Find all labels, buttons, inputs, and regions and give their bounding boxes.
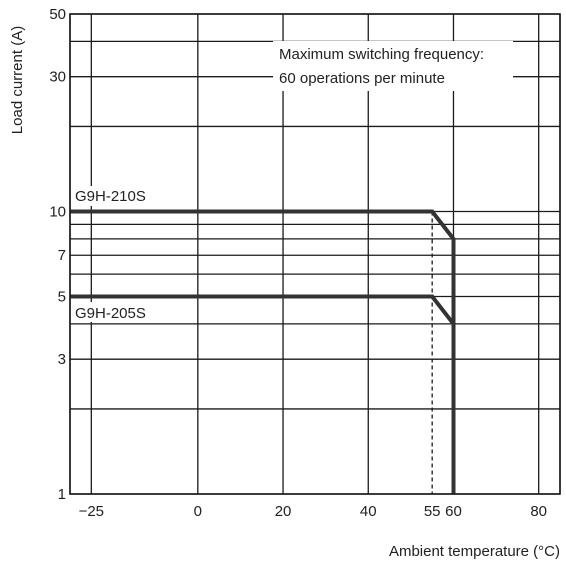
x-tick-label-80: 80 bbox=[530, 503, 547, 520]
series-label-g9h-205s: G9H-205S bbox=[75, 305, 146, 322]
series-labels: G9H-210S G9H-205S bbox=[72, 186, 178, 322]
x-tick-label-20: 20 bbox=[275, 503, 292, 520]
series-line-g9h-205s bbox=[70, 294, 456, 494]
plot-border bbox=[69, 13, 561, 495]
series-label-bg-1 bbox=[72, 302, 178, 322]
y-tick-label-10: 10 bbox=[49, 203, 66, 220]
series-label-bg-0 bbox=[72, 186, 178, 206]
x-tick-label-60: 60 bbox=[445, 503, 462, 520]
annotation: Maximum switching frequency: 60 operatio… bbox=[273, 41, 513, 91]
y-tick-label-1: 1 bbox=[58, 486, 66, 503]
x-tick-label-40: 40 bbox=[360, 503, 377, 520]
x-axis-title: Ambient temperature (°C) bbox=[389, 543, 560, 560]
x-tick-label-55: 55 bbox=[424, 503, 441, 520]
annotation-line-1: Maximum switching frequency: bbox=[279, 46, 484, 63]
tick-labels: −25 0 20 40 55 60 80 1 3 5 7 10 30 50 bbox=[49, 6, 547, 520]
y-tick-label-5: 5 bbox=[58, 289, 66, 306]
x-tick-label-0: 0 bbox=[194, 503, 202, 520]
x-tick-label-25: −25 bbox=[79, 503, 104, 520]
series-label-g9h-210s: G9H-210S bbox=[75, 188, 146, 205]
y-tick-label-3: 3 bbox=[58, 351, 66, 368]
annotation-background bbox=[273, 41, 513, 91]
y-axis-title: Load current (A) bbox=[9, 26, 26, 134]
series-lines bbox=[70, 209, 456, 494]
y-tick-label-50: 50 bbox=[49, 6, 66, 23]
annotation-line-2: 60 operations per minute bbox=[279, 70, 445, 87]
y-tick-label-30: 30 bbox=[49, 69, 66, 86]
series-line-g9h-210s bbox=[70, 209, 456, 494]
y-tick-label-7: 7 bbox=[58, 247, 66, 264]
plot-frame bbox=[69, 13, 561, 495]
